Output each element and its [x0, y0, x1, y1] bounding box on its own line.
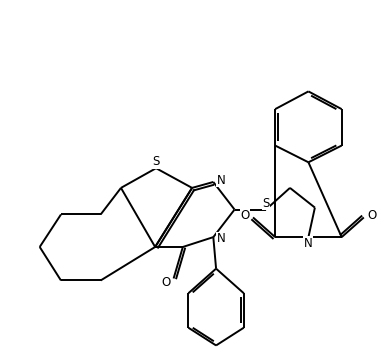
Text: N: N: [217, 174, 225, 187]
Text: N: N: [217, 232, 225, 245]
Text: S: S: [152, 155, 160, 168]
Text: O: O: [367, 209, 376, 222]
Text: N: N: [304, 237, 313, 250]
Text: O: O: [161, 275, 170, 289]
Text: S: S: [262, 197, 270, 210]
Text: O: O: [240, 209, 250, 222]
